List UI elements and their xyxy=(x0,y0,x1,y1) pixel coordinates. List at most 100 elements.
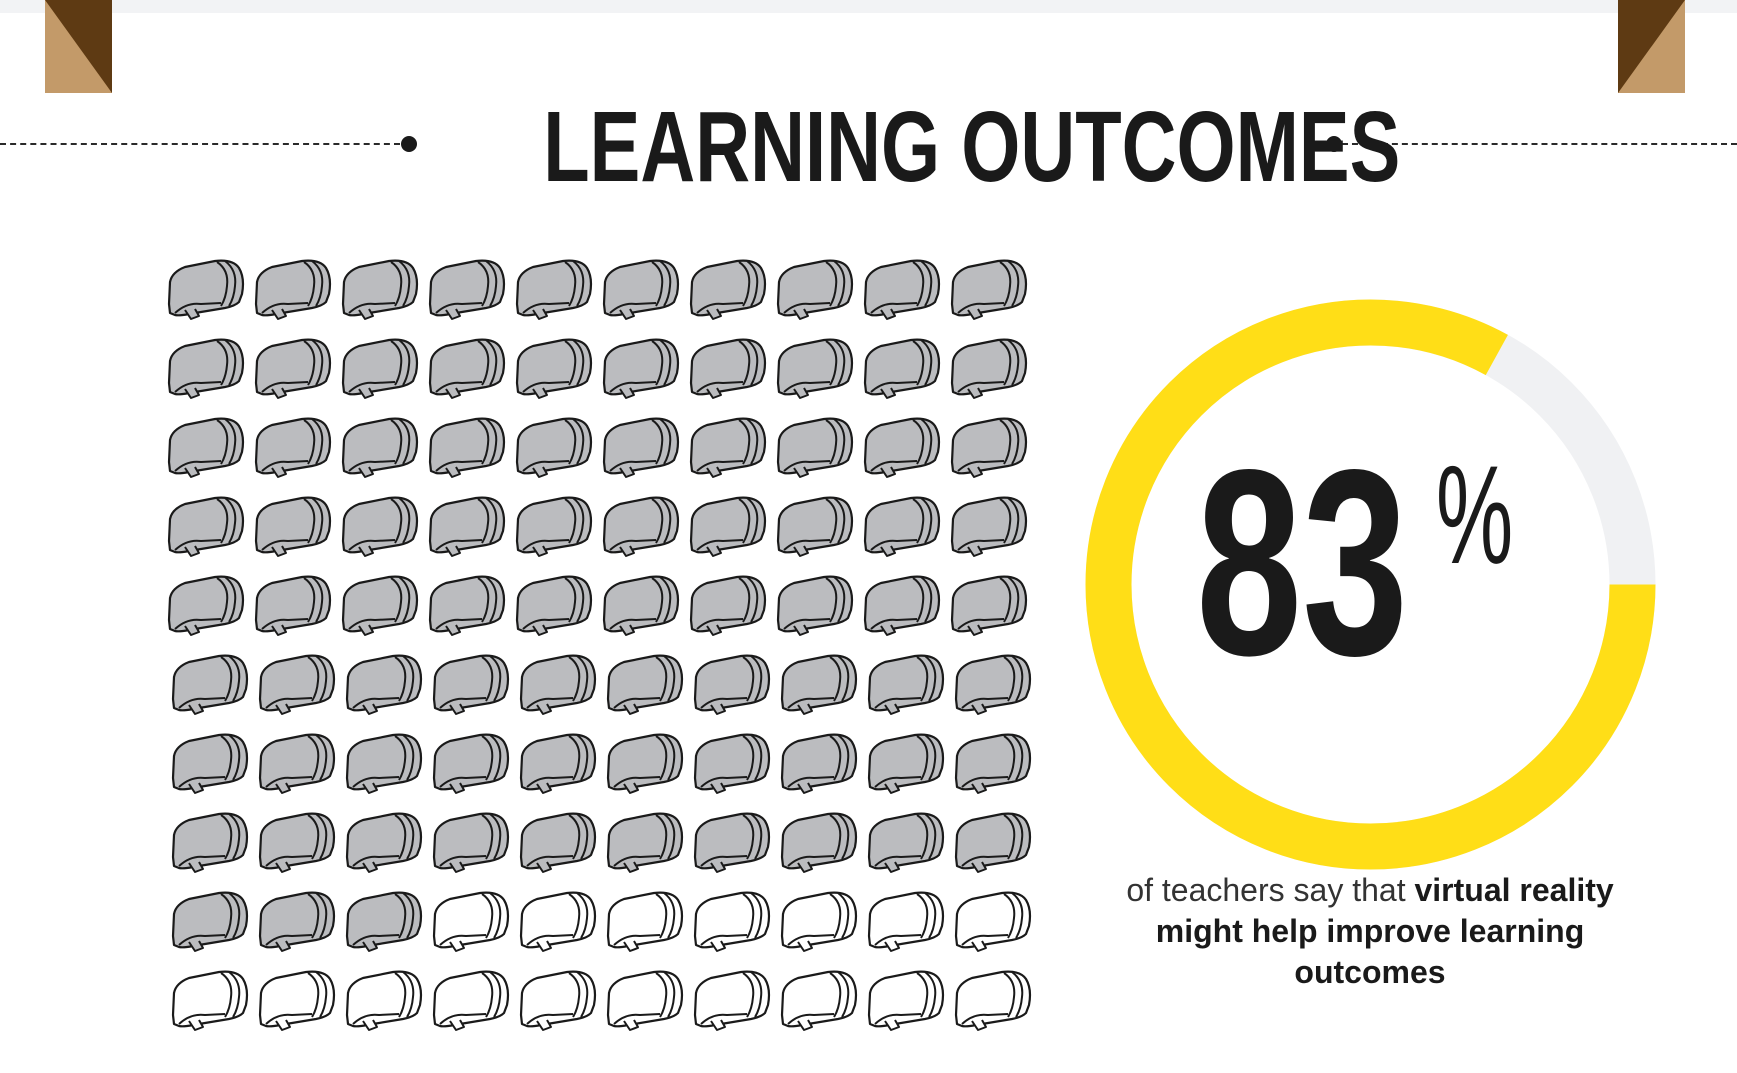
vr-headset-icon-filled xyxy=(171,654,249,715)
vr-headset-icon-filled xyxy=(602,496,680,557)
vr-headset-icon-filled xyxy=(254,575,332,636)
vr-headset-icon-empty xyxy=(171,970,249,1031)
vr-headset-icon-filled xyxy=(254,259,332,320)
vr-headset-icon-filled xyxy=(689,575,767,636)
vr-headset-icon-filled xyxy=(780,812,858,873)
vr-headset-icon-filled xyxy=(432,733,510,794)
vr-headset-icon-empty xyxy=(258,970,336,1031)
vr-headset-icon-filled xyxy=(345,812,423,873)
vr-headset-icon-empty xyxy=(954,970,1032,1031)
vr-headset-icon-empty xyxy=(867,891,945,952)
vr-headset-icon-filled xyxy=(776,496,854,557)
vr-headset-icon-filled xyxy=(606,812,684,873)
vr-headset-icon-filled xyxy=(950,259,1028,320)
vr-headset-icon-empty xyxy=(519,891,597,952)
caption-bold-text: virtual reality might help improve learn… xyxy=(1155,872,1614,990)
vr-headset-icon-empty xyxy=(606,891,684,952)
vr-headset-icon-empty xyxy=(432,891,510,952)
vr-headset-icon-filled xyxy=(950,338,1028,399)
vr-headset-icon-filled xyxy=(954,812,1032,873)
stat-number: 83 xyxy=(1196,415,1409,711)
vr-headset-icon-filled xyxy=(954,733,1032,794)
vr-headset-icon-filled xyxy=(867,812,945,873)
ribbon-left-decoration xyxy=(45,0,112,93)
vr-headset-icon-filled xyxy=(167,496,245,557)
vr-headset-icon-empty xyxy=(693,970,771,1031)
vr-headset-icon-filled xyxy=(258,891,336,952)
vr-headset-icon-filled xyxy=(606,733,684,794)
percentage-ring xyxy=(1085,299,1656,870)
ribbon-right-decoration xyxy=(1618,0,1685,93)
vr-headset-icon-filled xyxy=(515,496,593,557)
vr-headset-icon-filled xyxy=(428,259,506,320)
vr-headset-icon-filled xyxy=(432,654,510,715)
vr-headset-icon-empty xyxy=(519,970,597,1031)
vr-headset-icon-filled xyxy=(950,575,1028,636)
vr-headset-icon-filled xyxy=(863,575,941,636)
ring-fill xyxy=(1085,299,1656,870)
vr-headset-icon-filled xyxy=(776,259,854,320)
vr-headset-icon-filled xyxy=(519,654,597,715)
vr-headset-icon-filled xyxy=(693,812,771,873)
vr-headset-icon-empty xyxy=(345,970,423,1031)
vr-headset-icon-filled xyxy=(167,259,245,320)
vr-headset-icon-empty xyxy=(780,970,858,1031)
vr-headset-icon-filled xyxy=(693,733,771,794)
vr-headset-icon-filled xyxy=(954,654,1032,715)
vr-headset-icon-filled xyxy=(867,654,945,715)
stat-caption: of teachers say that virtual reality mig… xyxy=(1100,870,1640,993)
vr-headset-icon-filled xyxy=(863,417,941,478)
vr-headset-icon-empty xyxy=(954,891,1032,952)
vr-headset-icon-filled xyxy=(428,417,506,478)
vr-headset-icon-filled xyxy=(602,417,680,478)
vr-headset-icon-filled xyxy=(602,575,680,636)
vr-headset-icon-filled xyxy=(341,417,419,478)
divider-dot-right xyxy=(1326,136,1342,152)
vr-headset-icon-filled xyxy=(254,496,332,557)
vr-headset-icon-filled xyxy=(606,654,684,715)
vr-headset-icon-filled xyxy=(863,496,941,557)
page-title: LEARNING OUTCOMES xyxy=(543,91,1401,203)
vr-headset-icon-filled xyxy=(171,812,249,873)
vr-headset-icon-filled xyxy=(519,812,597,873)
vr-headset-icon-filled xyxy=(863,259,941,320)
vr-headset-icon-filled xyxy=(345,654,423,715)
vr-headset-icon-filled xyxy=(341,575,419,636)
vr-headset-icon-empty xyxy=(693,891,771,952)
vr-headset-icon-empty xyxy=(606,970,684,1031)
vr-headset-icon-filled xyxy=(345,733,423,794)
vr-headset-icon-filled xyxy=(863,338,941,399)
vr-headset-icon-filled xyxy=(345,891,423,952)
vr-headset-icon-filled xyxy=(515,338,593,399)
vr-headset-icon-filled xyxy=(515,259,593,320)
vr-headset-icon-filled xyxy=(432,812,510,873)
vr-headset-icon-filled xyxy=(950,496,1028,557)
vr-headset-icon-empty xyxy=(432,970,510,1031)
vr-headset-icon-empty xyxy=(867,970,945,1031)
vr-headset-icon-grid xyxy=(165,258,1045,1048)
caption-light-text: of teachers say that xyxy=(1126,872,1415,908)
vr-headset-icon-filled xyxy=(341,338,419,399)
vr-headset-icon-filled xyxy=(693,654,771,715)
vr-headset-icon-filled xyxy=(167,417,245,478)
vr-headset-icon-filled xyxy=(689,417,767,478)
vr-headset-icon-filled xyxy=(167,338,245,399)
vr-headset-icon-filled xyxy=(341,496,419,557)
vr-headset-icon-filled xyxy=(519,733,597,794)
top-bar xyxy=(0,0,1737,13)
vr-headset-icon-filled xyxy=(689,496,767,557)
vr-headset-icon-filled xyxy=(780,733,858,794)
vr-headset-icon-filled xyxy=(602,259,680,320)
vr-headset-icon-filled xyxy=(258,733,336,794)
vr-headset-icon-filled xyxy=(950,417,1028,478)
vr-headset-icon-filled xyxy=(258,812,336,873)
vr-headset-icon-filled xyxy=(428,496,506,557)
vr-headset-icon-filled xyxy=(428,338,506,399)
vr-headset-icon-filled xyxy=(167,575,245,636)
vr-headset-icon-filled xyxy=(776,338,854,399)
vr-headset-icon-filled xyxy=(254,338,332,399)
vr-headset-icon-filled xyxy=(780,654,858,715)
vr-headset-icon-filled xyxy=(258,654,336,715)
dashed-divider-left xyxy=(0,143,400,145)
vr-headset-icon-filled xyxy=(171,733,249,794)
